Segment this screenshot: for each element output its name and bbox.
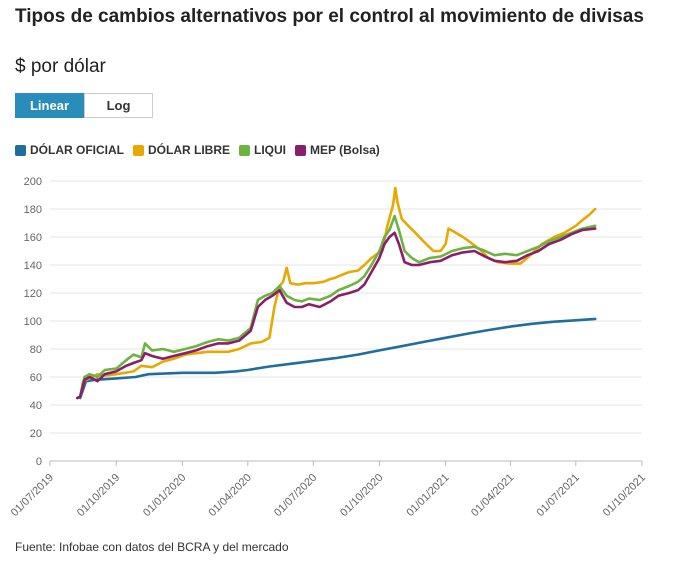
- y-tick-label: 40: [30, 400, 42, 412]
- legend-swatch: [133, 144, 144, 156]
- x-axis: 01/07/2019 01/10/2019 01/01/2020 01/04/2020…: [9, 461, 648, 519]
- series-line-mep-bolsa: [76, 227, 597, 400]
- gridlines: [50, 180, 642, 462]
- legend-item-liqui[interactable]: LIQUI: [239, 143, 286, 157]
- y-tick-label: 60: [30, 372, 42, 384]
- legend-item-dolar-oficial[interactable]: DÓLAR OFICIAL: [15, 143, 124, 157]
- series-line-liqui: [76, 214, 597, 400]
- linear-scale-button[interactable]: Linear: [15, 93, 84, 118]
- series-lines: [76, 186, 597, 400]
- legend-label: DÓLAR LIBRE: [148, 143, 230, 157]
- legend-label: DÓLAR OFICIAL: [30, 143, 124, 157]
- x-tick-label: 01/07/2019: [9, 472, 56, 519]
- x-tick-label: 01/07/2021: [535, 472, 582, 519]
- legend-item-mep-bolsa[interactable]: MEP (Bolsa): [295, 143, 380, 157]
- legend-label: MEP (Bolsa): [310, 143, 380, 157]
- y-axis: 0 20 40 60 80 100 120 140 160 180 200: [24, 176, 42, 468]
- chart-subtitle: $ por dólar: [15, 56, 106, 77]
- x-tick-label: 01/04/2021: [469, 472, 516, 519]
- legend-swatch: [295, 144, 306, 156]
- x-tick-label: 01/10/2019: [75, 472, 122, 519]
- chart-title: Tipos de cambios alternativos por el con…: [15, 6, 644, 27]
- y-tick-label: 200: [24, 176, 42, 188]
- scale-toggle: Linear Log: [15, 93, 153, 118]
- log-scale-button[interactable]: Log: [84, 93, 153, 118]
- y-tick-label: 100: [24, 316, 42, 328]
- y-tick-label: 180: [24, 204, 42, 216]
- source-note: Fuente: Infobae con datos del BCRA y del…: [15, 540, 289, 554]
- y-tick-label: 120: [24, 288, 42, 300]
- legend-label: LIQUI: [254, 143, 286, 157]
- legend-swatch: [239, 144, 250, 156]
- legend-swatch: [15, 144, 26, 156]
- legend-item-dolar-libre[interactable]: DÓLAR LIBRE: [133, 143, 230, 157]
- x-tick-label: 01/01/2021: [404, 472, 451, 519]
- series-line-dolar-oficial: [78, 317, 597, 400]
- x-tick-label: 01/04/2020: [207, 472, 254, 519]
- chart-legend: DÓLAR OFICIAL DÓLAR LIBRE LIQUI MEP (Bol…: [15, 143, 389, 157]
- y-tick-label: 80: [30, 344, 42, 356]
- y-tick-label: 20: [30, 428, 42, 440]
- x-tick-label: 01/07/2020: [272, 472, 319, 519]
- x-tick-label: 01/10/2020: [338, 472, 385, 519]
- y-tick-label: 0: [36, 456, 42, 468]
- x-tick-label: 01/10/2021: [601, 472, 648, 519]
- y-tick-label: 160: [24, 232, 42, 244]
- y-tick-label: 140: [24, 260, 42, 272]
- x-tick-label: 01/01/2020: [141, 472, 188, 519]
